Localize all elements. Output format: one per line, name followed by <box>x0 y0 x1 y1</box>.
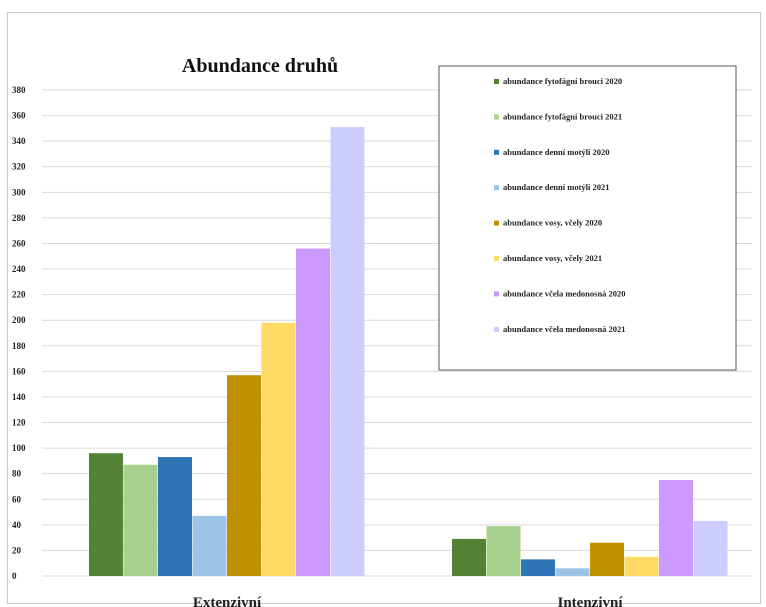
legend-swatch <box>494 220 499 226</box>
legend-swatch <box>494 256 499 261</box>
bar <box>158 457 192 576</box>
y-tick-label: 0 <box>12 571 17 581</box>
bar <box>555 568 590 576</box>
y-tick-label: 80 <box>12 469 22 479</box>
y-tick-label: 160 <box>12 366 26 376</box>
legend-swatch <box>494 185 499 191</box>
legend-items: abundance fytofágní brouci 2020 abundance… <box>494 76 626 334</box>
bar <box>123 464 158 576</box>
y-tick-label: 60 <box>12 494 22 504</box>
legend-label: abundance denní motýli 2021 <box>503 182 610 192</box>
y-tick-label: 20 <box>12 545 22 555</box>
chart-title: Abundance druhů <box>182 55 338 77</box>
y-tick-label: 360 <box>12 111 26 121</box>
bar <box>659 480 693 576</box>
y-tick-label: 220 <box>12 290 26 300</box>
bar <box>192 515 227 576</box>
legend-label: abundance vosy, včely 2020 <box>503 218 602 228</box>
y-tick-label: 180 <box>12 341 26 351</box>
legend-label: abundance fytofágní brouci 2021 <box>503 111 622 121</box>
bars <box>89 127 728 576</box>
y-tick-label: 240 <box>12 264 26 274</box>
x-category-label: Extenzivní <box>193 595 262 607</box>
y-axis-ticks: 0 20 40 60 80 100 120 140 160 180 200 220 240 260 280 3… <box>12 85 26 581</box>
x-axis-categories: Extenzivní Intenzivní <box>193 595 624 607</box>
y-tick-label: 300 <box>12 187 26 197</box>
bar <box>296 248 330 576</box>
legend-label: abundance včela medonosná 2020 <box>503 288 626 298</box>
bar <box>89 453 123 576</box>
legend-label: abundance vosy, včely 2021 <box>503 253 602 263</box>
y-tick-label: 200 <box>12 315 26 325</box>
bar <box>261 322 296 576</box>
y-tick-label: 140 <box>12 392 26 402</box>
legend-label: abundance včela medonosná 2021 <box>503 324 626 334</box>
legend-swatch <box>494 114 499 120</box>
y-tick-label: 100 <box>12 443 26 453</box>
bar <box>486 526 521 576</box>
legend-box <box>438 65 737 371</box>
bar <box>227 375 261 576</box>
legend: abundance fytofágní brouci 2020 abundance… <box>438 65 737 371</box>
x-category-label: Intenzivní <box>557 595 623 607</box>
bar <box>693 521 728 576</box>
bar <box>590 542 624 576</box>
legend-label: abundance denní motýli 2020 <box>503 147 610 157</box>
legend-label: abundance fytofágní brouci 2020 <box>503 76 622 86</box>
y-tick-label: 120 <box>12 418 26 428</box>
legend-swatch <box>494 291 499 297</box>
legend-swatch <box>494 149 499 155</box>
y-tick-label: 260 <box>12 238 26 248</box>
y-tick-label: 340 <box>12 136 26 146</box>
y-tick-label: 40 <box>12 520 22 530</box>
y-tick-label: 380 <box>12 85 26 95</box>
bar <box>624 556 659 576</box>
bar <box>452 538 486 576</box>
bar <box>521 559 555 576</box>
legend-swatch <box>494 326 499 332</box>
y-tick-label: 280 <box>12 213 26 223</box>
y-tick-label: 320 <box>12 162 26 172</box>
legend-swatch <box>494 79 499 84</box>
bar <box>330 127 365 576</box>
